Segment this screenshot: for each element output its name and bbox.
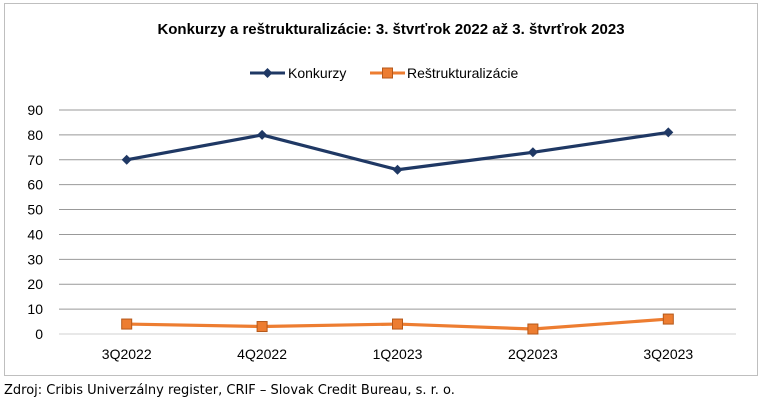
- y-tick-label: 50: [27, 202, 43, 218]
- data-point-konkurzy: [392, 164, 403, 175]
- chart-frame: [4, 3, 758, 376]
- x-tick-label: 1Q2023: [373, 346, 423, 362]
- y-tick-label: 70: [27, 152, 43, 168]
- y-tick-label: 90: [27, 102, 43, 118]
- legend-label-restrukturalizacie: Reštrukturalizácie: [407, 65, 518, 81]
- y-tick-label: 20: [27, 276, 43, 292]
- x-tick-label: 3Q2022: [102, 346, 152, 362]
- chart-title: Konkurzy a reštrukturalizácie: 3. štvrťr…: [157, 21, 624, 38]
- legend-item-restrukturalizacie: Reštrukturalizácie: [370, 65, 518, 81]
- data-point-restrukturalizacie: [121, 318, 133, 330]
- x-tick-label: 3Q2023: [643, 346, 693, 362]
- legend-label-konkurzy: Konkurzy: [288, 65, 346, 81]
- y-tick-label: 80: [27, 127, 43, 143]
- legend: Konkurzy Reštrukturalizácie: [250, 65, 518, 81]
- x-tick-label: 4Q2022: [237, 346, 287, 362]
- data-point-restrukturalizacie: [256, 321, 268, 333]
- data-point-konkurzy: [257, 129, 268, 140]
- x-tick-label: 2Q2023: [508, 346, 558, 362]
- legend-marker-restrukturalizacie: [382, 67, 393, 79]
- y-tick-label: 60: [27, 177, 43, 193]
- legend-marker-konkurzy: [262, 68, 273, 78]
- data-point-restrukturalizacie: [392, 318, 403, 330]
- y-tick-label: 0: [35, 326, 43, 342]
- y-tick-label: 30: [27, 251, 43, 267]
- line-chart: Konkurzy a reštrukturalizácie: 3. štvrťr…: [27, 21, 736, 362]
- series-line-konkurzy: [126, 130, 669, 172]
- y-tick-label: 40: [27, 226, 43, 242]
- legend-item-konkurzy: Konkurzy: [250, 65, 346, 81]
- data-point-restrukturalizacie: [662, 313, 674, 325]
- data-point-restrukturalizacie: [527, 323, 539, 335]
- y-tick-label: 10: [27, 301, 43, 317]
- data-point-konkurzy: [663, 127, 674, 138]
- source-note: Zdroj: Cribis Univerzálny register, CRIF…: [4, 383, 455, 398]
- data-point-konkurzy: [527, 147, 538, 158]
- data-point-konkurzy: [121, 154, 132, 165]
